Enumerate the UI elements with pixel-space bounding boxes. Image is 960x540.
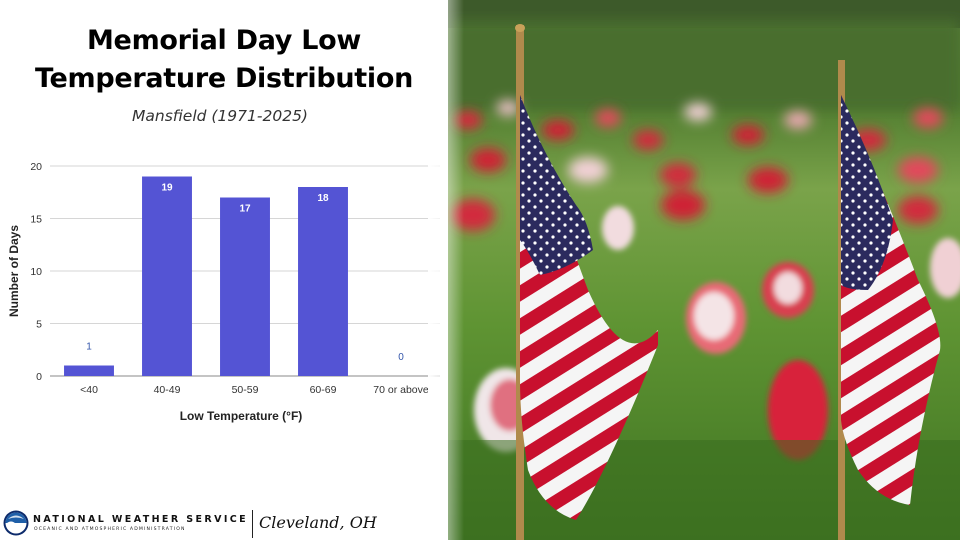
noaa-logo-icon [3,510,29,536]
y-tick-label: 20 [30,161,42,173]
data-label: 18 [317,193,329,204]
x-tick-label: 50-59 [232,384,259,396]
bar [220,197,270,376]
y-tick-label: 10 [30,266,42,278]
chart-subtitle: Mansfield (1971-2025) [132,107,308,125]
footer-divider [252,510,253,538]
bar [298,187,348,376]
left-panel: Memorial Day Low Temperature Distributio… [0,0,448,540]
data-label: 1 [86,342,92,353]
footer: NATIONAL WEATHER SERVICE OCEANIC AND ATM… [0,506,448,540]
bar [64,365,114,376]
left-flag [515,24,658,540]
x-tick-label: 60-69 [310,384,337,396]
y-tick-label: 15 [30,214,42,226]
office-name: Cleveland, OH [259,513,377,532]
bar-chart: 0 5 10 15 20 1 <40 19 40-49 17 50-59 18 60-69 0 70 or … [7,161,440,423]
y-tick-label: 0 [36,371,42,383]
title-line-2: Temperature Distribution [34,63,414,94]
chart-title: Memorial Day Low Temperature Distributio… [0,22,448,98]
x-tick-label: 70 or above [373,384,429,396]
data-label: 17 [239,204,251,215]
x-axis-title: Low Temperature (°F) [180,409,303,423]
title-line-1: Memorial Day Low [86,25,361,56]
right-flag [838,60,941,540]
data-label: 19 [161,183,173,194]
data-label: 0 [398,352,404,363]
y-axis-title: Number of Days [7,225,21,317]
x-tick-label: 40-49 [154,384,181,396]
x-tick-label: <40 [80,384,98,396]
photo-fade-edge [428,0,464,540]
bar [142,176,192,376]
y-tick-label: 5 [36,319,42,331]
subagency-name: OCEANIC AND ATMOSPHERIC ADMINISTRATION [34,527,186,532]
memorial-flags-photo [448,0,960,540]
agency-name: NATIONAL WEATHER SERVICE [33,514,249,525]
